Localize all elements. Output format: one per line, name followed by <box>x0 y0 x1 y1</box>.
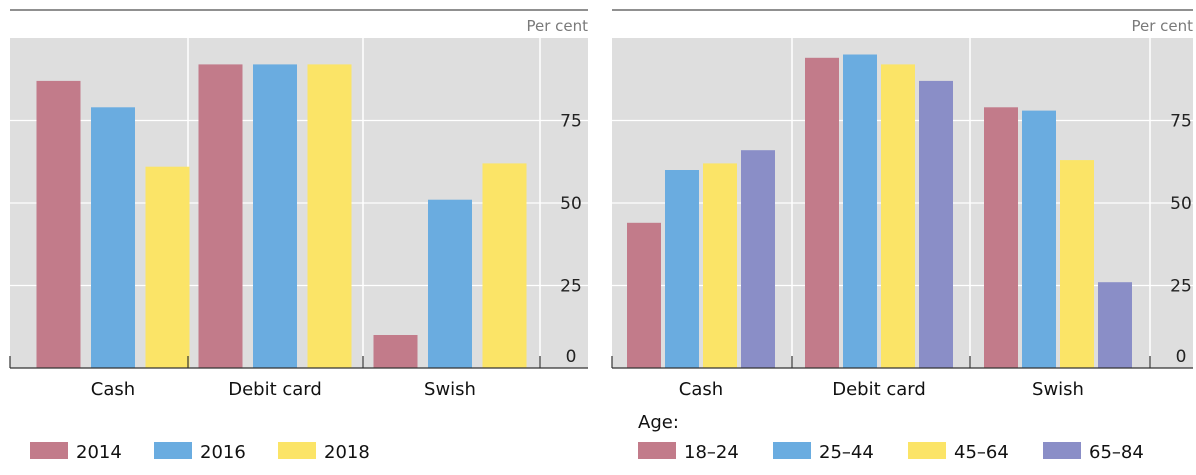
y-tick-label: 50 <box>1170 194 1192 214</box>
unit-label: Per cent <box>1131 17 1193 35</box>
bar-cash-65–84 <box>741 150 775 368</box>
bars <box>36 64 527 369</box>
bar-swish-2016 <box>428 199 472 368</box>
bar-cash-2016 <box>91 107 135 369</box>
legend-label: 2016 <box>200 442 246 463</box>
y-tick-label: 50 <box>560 194 582 214</box>
bar-swish-18–24 <box>984 107 1018 369</box>
chart-panel-2: Cash Debit card Swish 0 25 50 75 Per cent Age:18… <box>611 9 1193 463</box>
bar-debit-card-2016 <box>253 64 297 369</box>
category-label: Swish <box>424 379 476 400</box>
bar-swish-65–84 <box>1098 282 1132 368</box>
bar-swish-2014 <box>373 335 418 368</box>
category-label: Swish <box>1032 379 1084 400</box>
y-tick-label: 75 <box>560 112 582 132</box>
category-label: Debit card <box>832 379 926 400</box>
legend-swatch <box>278 442 316 459</box>
bar-cash-2014 <box>36 80 81 369</box>
bar-swish-45–64 <box>1060 160 1094 368</box>
y-tick-label: 0 <box>1176 347 1187 367</box>
legend-label: 25–44 <box>819 442 874 463</box>
y-tick-label: 0 <box>566 347 577 367</box>
bar-cash-45–64 <box>703 163 737 368</box>
bars <box>627 54 1132 369</box>
category-label: Cash <box>679 379 723 400</box>
bar-swish-2018 <box>482 163 527 368</box>
legend: Age:18–24 25–44 45–64 65–84 <box>638 412 1144 463</box>
legend-label: 18–24 <box>684 442 739 463</box>
bar-debit-card-65–84 <box>919 80 953 369</box>
bar-cash-2018 <box>145 166 190 368</box>
bar-debit-card-25–44 <box>843 54 877 368</box>
y-tick-label: 25 <box>1170 277 1192 297</box>
bar-cash-18–24 <box>627 222 661 368</box>
bar-swish-25–44 <box>1022 110 1056 368</box>
category-label: Cash <box>91 379 135 400</box>
y-tick-label: 75 <box>1170 112 1192 132</box>
legend: 2014 2016 2018 <box>30 442 370 463</box>
unit-label: Per cent <box>526 17 588 35</box>
category-label: Debit card <box>228 379 322 400</box>
legend-label: 45–64 <box>954 442 1009 463</box>
legend-swatch <box>154 442 192 459</box>
legend-label: 2014 <box>76 442 122 463</box>
y-tick-label: 25 <box>560 277 582 297</box>
bar-debit-card-18–24 <box>805 57 839 369</box>
legend-label: 2018 <box>324 442 370 463</box>
legend-swatch <box>638 442 676 459</box>
legend-swatch <box>773 442 811 459</box>
bar-debit-card-2018 <box>307 64 352 369</box>
bar-debit-card-2014 <box>198 64 243 369</box>
bar-cash-25–44 <box>665 170 699 368</box>
legend-title: Age: <box>638 412 679 433</box>
legend-swatch <box>30 442 68 459</box>
legend-swatch <box>1043 442 1081 459</box>
legend-label: 65–84 <box>1089 442 1144 463</box>
legend-swatch <box>908 442 946 459</box>
bar-debit-card-45–64 <box>881 64 915 369</box>
